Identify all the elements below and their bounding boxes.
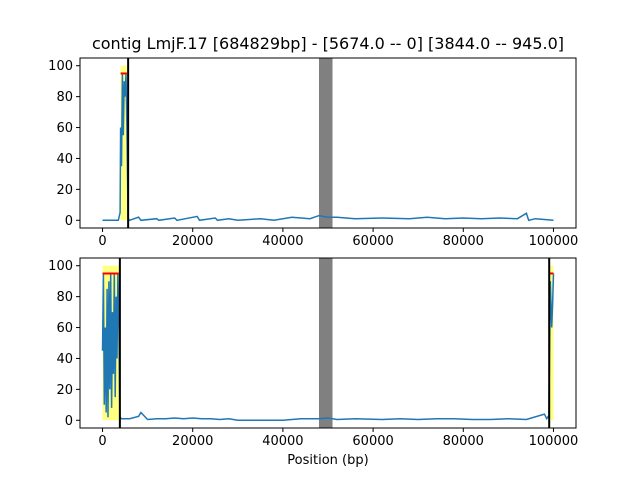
x-tick-label: 60000 (352, 234, 393, 249)
coverage-band-1 (549, 265, 554, 421)
coverage-band-0 (120, 65, 127, 221)
x-tick-label: 20000 (172, 234, 213, 249)
x-tick-label: 20000 (172, 434, 213, 449)
gap-region (318, 58, 333, 228)
y-tick-label: 0 (65, 214, 73, 229)
top-panel: 0 20000 40000 60000 80000 100000 0 20 40 60 80 100 (48, 57, 579, 249)
x-tick-label: 40000 (262, 234, 303, 249)
y-tick-label: 0 (65, 414, 73, 429)
x-tick-label: 100000 (529, 234, 579, 249)
y-tick-label: 20 (56, 183, 73, 198)
y-tick-label: 100 (48, 59, 73, 74)
plot-frame (79, 57, 577, 229)
x-tick-label: 100000 (529, 434, 579, 449)
x-tick-label: 0 (98, 234, 106, 249)
coverage-line (101, 273, 555, 422)
chart-title: contig LmjF.17 [684829bp] - [5674.0 -- 0… (92, 34, 564, 53)
y-tick-label: 80 (56, 90, 73, 105)
x-tick-label: 0 (98, 434, 106, 449)
x-tick-label: 80000 (443, 434, 484, 449)
y-tick-label: 80 (56, 290, 73, 305)
plot-frame (79, 257, 577, 429)
y-tick-label: 60 (56, 121, 73, 136)
gap-region (318, 258, 333, 428)
y-tick-label: 20 (56, 383, 73, 398)
bottom-panel: 0 20000 40000 60000 80000 100000 0 20 40 60 80 100 P… (48, 257, 579, 468)
x-tick-label: 80000 (443, 234, 484, 249)
x-tick-label: 60000 (352, 434, 393, 449)
y-tick-label: 40 (56, 152, 73, 167)
x-axis-label: Position (bp) (287, 453, 368, 468)
coverage-line (102, 73, 554, 222)
y-tick-label: 60 (56, 321, 73, 336)
x-tick-label: 40000 (262, 434, 303, 449)
y-tick-label: 40 (56, 352, 73, 367)
y-tick-label: 100 (48, 259, 73, 274)
